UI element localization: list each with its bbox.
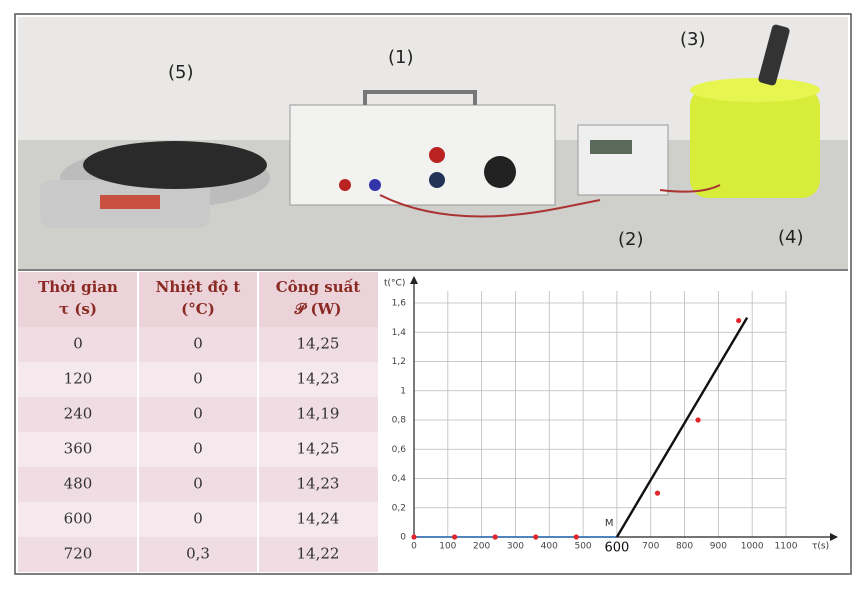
thermometer: [758, 24, 790, 86]
button: [429, 147, 445, 163]
header-bg: [18, 272, 378, 327]
label: (3): [680, 29, 706, 50]
x-tick-label: 0: [411, 542, 417, 552]
point: [451, 534, 458, 540]
cell: 600: [64, 510, 93, 528]
header-cell: Thời gian: [38, 278, 118, 296]
table: Thời gian τ (s) Nhiệt độ t (°C) Công suất 𝒫 (…: [18, 272, 378, 572]
point: [492, 534, 498, 540]
wires: [379, 184, 721, 218]
hot-plate: [83, 141, 267, 189]
cell: 14,22: [297, 545, 340, 563]
y-axis-label: t(°C): [384, 279, 405, 289]
point: [736, 317, 742, 324]
cell: 0: [193, 475, 203, 493]
socket: [339, 179, 351, 191]
row-bg: [18, 467, 378, 502]
y-tick-label: 0,4: [392, 474, 407, 484]
cell: 0,3: [186, 545, 210, 563]
header-cell: 𝒫 (W): [293, 300, 341, 318]
cell: 0: [193, 440, 203, 458]
button: [429, 172, 445, 188]
cell: 480: [64, 475, 93, 493]
row-bg: [18, 327, 378, 362]
cell: 0: [193, 510, 203, 528]
cell: 14,19: [297, 405, 340, 423]
fit-line: [615, 317, 749, 538]
row-bg: [18, 362, 378, 397]
y-tick-label: 0: [400, 533, 406, 543]
power-supply: [289, 104, 556, 206]
row-bg: [18, 537, 378, 572]
cell: 720: [64, 545, 93, 563]
cell: 14,23: [297, 370, 340, 388]
annotation: M: [605, 518, 614, 529]
x-tick-label: 500: [574, 542, 591, 552]
y-tick-label: 0,8: [392, 416, 407, 426]
label: (2): [618, 229, 644, 250]
x-tick-label: 300: [507, 542, 524, 552]
y-tick-label: 1,4: [392, 328, 407, 338]
y-tick-label: 1,2: [392, 357, 406, 367]
y-tick-label: 0,2: [392, 503, 406, 513]
socket: [369, 179, 381, 191]
cell: 14,24: [297, 510, 340, 528]
header-cell: τ (s): [59, 300, 97, 318]
cell: 0: [193, 405, 203, 423]
annotation-bg: [600, 539, 631, 555]
point: [654, 490, 661, 496]
x-axis-label: τ(s): [812, 542, 829, 552]
x-tick-label: 800: [676, 542, 693, 552]
cell: 0: [193, 370, 203, 388]
point: [533, 534, 539, 540]
photo: (1) (2) (3) (4) (5): [18, 17, 848, 269]
row-bg: [18, 502, 378, 537]
x-tick-label: 1000: [741, 542, 764, 552]
label: (5): [168, 62, 194, 83]
cell: 0: [73, 335, 83, 353]
cell: 0: [193, 335, 203, 353]
label: (4): [778, 227, 804, 248]
y-arrow: [410, 276, 418, 284]
y-tick-label: 1,6: [392, 299, 407, 309]
cell: 14,25: [297, 440, 340, 458]
lid: [690, 78, 820, 102]
label: (1): [388, 47, 414, 68]
y-tick-label: 1: [400, 386, 406, 396]
handle: [363, 90, 477, 105]
header-cell: (°C): [181, 300, 215, 318]
header-cell: Nhiệt độ t: [156, 278, 241, 296]
cell: 360: [64, 440, 93, 458]
scale-display: [100, 195, 160, 209]
x-tick-label: 1100: [775, 542, 798, 552]
x-tick-label: 100: [439, 542, 456, 552]
chart: 0 100 200 300 400 500 600 700 800 900 1000 1100 0 0,2…: [384, 276, 838, 556]
header-cell: Công suất: [276, 278, 361, 296]
point: [695, 417, 701, 423]
cell: 14,25: [297, 335, 340, 353]
knob: [484, 156, 516, 188]
row-bg: [18, 432, 378, 467]
meter: [577, 124, 669, 196]
x-tick-label: 700: [642, 542, 659, 552]
x-tick-label: 200: [473, 542, 490, 552]
meter-display: [590, 140, 632, 154]
x-tick-label: 900: [710, 542, 727, 552]
row-bg: [18, 397, 378, 432]
y-tick-label: 0,6: [392, 445, 407, 455]
cell: 120: [64, 370, 93, 388]
x-tick-label: 400: [541, 542, 558, 552]
annotation: 600: [604, 541, 629, 556]
point: [573, 534, 579, 540]
cell: 240: [64, 405, 93, 423]
point: [411, 534, 417, 540]
calorimeter: [690, 88, 820, 198]
cell: 14,23: [297, 475, 340, 493]
x-arrow: [830, 533, 838, 541]
